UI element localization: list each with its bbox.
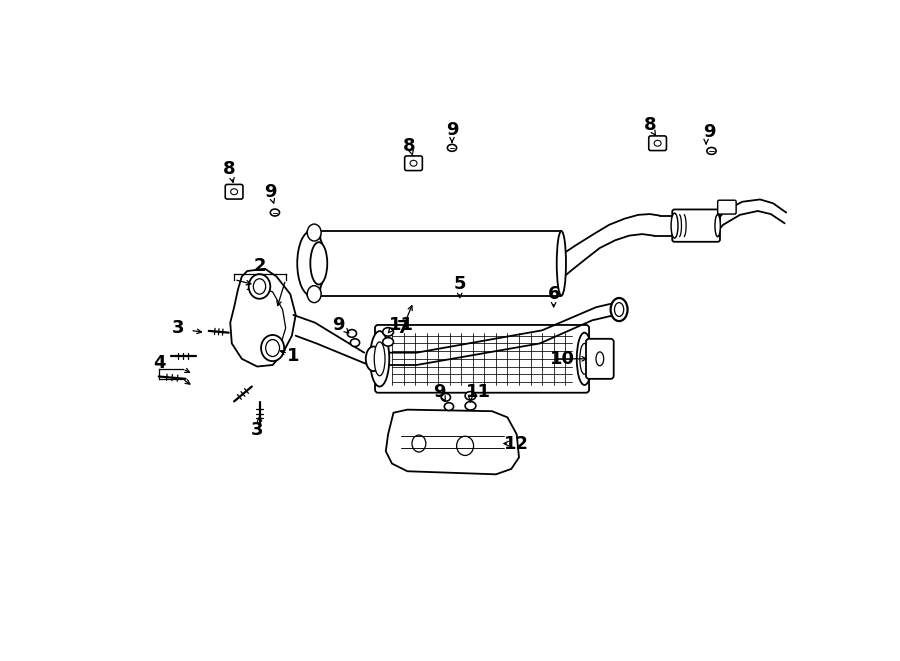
Text: 10: 10 [551, 350, 575, 368]
Ellipse shape [654, 140, 662, 146]
Ellipse shape [248, 274, 270, 299]
Ellipse shape [465, 402, 476, 410]
Ellipse shape [382, 328, 393, 336]
Ellipse shape [270, 209, 280, 216]
Polygon shape [386, 410, 519, 475]
Text: 1: 1 [287, 347, 300, 365]
FancyBboxPatch shape [375, 325, 590, 393]
Text: 9: 9 [264, 182, 276, 201]
FancyBboxPatch shape [225, 184, 243, 199]
Text: 9: 9 [332, 316, 345, 334]
Ellipse shape [706, 147, 716, 155]
Ellipse shape [307, 286, 321, 303]
Ellipse shape [347, 330, 356, 337]
Ellipse shape [441, 393, 451, 401]
Text: 3: 3 [172, 319, 184, 337]
Ellipse shape [266, 340, 280, 356]
Text: 8: 8 [644, 116, 656, 134]
Ellipse shape [557, 231, 566, 295]
Ellipse shape [615, 303, 624, 317]
Ellipse shape [445, 403, 454, 410]
Ellipse shape [580, 344, 590, 374]
Text: 6: 6 [547, 285, 560, 303]
Ellipse shape [230, 189, 238, 195]
Ellipse shape [456, 436, 473, 455]
Text: 4: 4 [153, 354, 166, 372]
Text: 3: 3 [251, 422, 264, 440]
Ellipse shape [715, 215, 720, 237]
Ellipse shape [610, 298, 627, 321]
Text: 2: 2 [253, 257, 266, 276]
Ellipse shape [671, 213, 678, 238]
Ellipse shape [307, 224, 321, 241]
Ellipse shape [310, 242, 328, 284]
Ellipse shape [577, 332, 592, 385]
FancyBboxPatch shape [586, 339, 614, 379]
Text: 11: 11 [465, 383, 491, 401]
Text: 9: 9 [703, 124, 716, 141]
FancyBboxPatch shape [717, 200, 736, 214]
Ellipse shape [374, 342, 385, 375]
Ellipse shape [365, 346, 382, 371]
Text: 5: 5 [454, 275, 466, 293]
Text: 12: 12 [504, 434, 529, 453]
Ellipse shape [261, 335, 284, 361]
Text: 8: 8 [402, 137, 415, 155]
Text: 7: 7 [397, 319, 410, 337]
Ellipse shape [465, 391, 476, 400]
FancyBboxPatch shape [672, 210, 720, 242]
Ellipse shape [254, 279, 266, 294]
FancyBboxPatch shape [649, 136, 667, 151]
Ellipse shape [382, 338, 393, 346]
Text: 11: 11 [389, 316, 414, 334]
Text: 9: 9 [434, 383, 446, 401]
Text: 8: 8 [222, 160, 235, 178]
Ellipse shape [447, 144, 456, 151]
Ellipse shape [412, 435, 426, 452]
Polygon shape [230, 269, 296, 367]
Ellipse shape [370, 331, 390, 387]
Ellipse shape [350, 339, 360, 346]
Text: 9: 9 [446, 121, 458, 139]
Ellipse shape [596, 352, 604, 366]
FancyBboxPatch shape [405, 156, 422, 171]
Ellipse shape [410, 160, 417, 166]
Ellipse shape [297, 231, 325, 295]
